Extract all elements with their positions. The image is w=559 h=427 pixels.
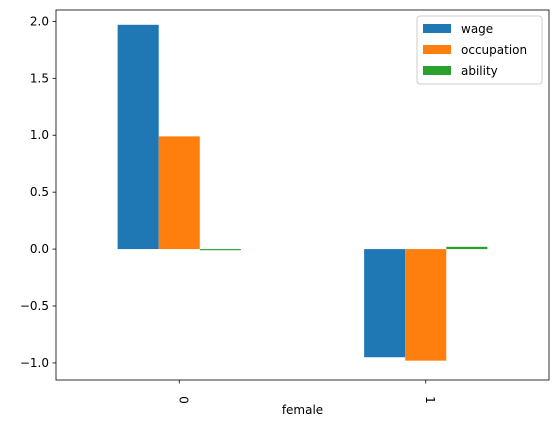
legend-swatch-occupation	[423, 45, 451, 54]
bar-wage-1	[364, 249, 405, 357]
x-tick-label: 0	[176, 396, 190, 404]
bar-ability-0	[200, 249, 241, 250]
legend-swatch-ability	[423, 66, 451, 75]
legend: wage occupation ability	[417, 16, 542, 84]
legend-label-wage: wage	[461, 22, 493, 36]
bar-wage-0	[118, 25, 159, 249]
y-tick-label: −1.0	[20, 356, 49, 370]
y-tick-label: −0.5	[20, 299, 49, 313]
bar-occupation-1	[405, 249, 446, 361]
bar-ability-1	[446, 247, 487, 249]
x-tick-label: 1	[423, 396, 437, 404]
legend-label-occupation: occupation	[461, 43, 527, 57]
x-axis-label: female	[282, 403, 323, 417]
legend-swatch-wage	[423, 24, 451, 33]
y-tick-label: 2.0	[30, 14, 49, 28]
y-axis: −1.0 −0.5 0.0 0.5 1.0 1.5 2.0	[20, 14, 56, 370]
y-tick-label: 0.5	[30, 185, 49, 199]
y-tick-label: 1.5	[30, 71, 49, 85]
y-tick-label: 1.0	[30, 128, 49, 142]
y-tick-label: 0.0	[30, 242, 49, 256]
bar-occupation-0	[159, 136, 200, 249]
legend-label-ability: ability	[461, 64, 498, 78]
